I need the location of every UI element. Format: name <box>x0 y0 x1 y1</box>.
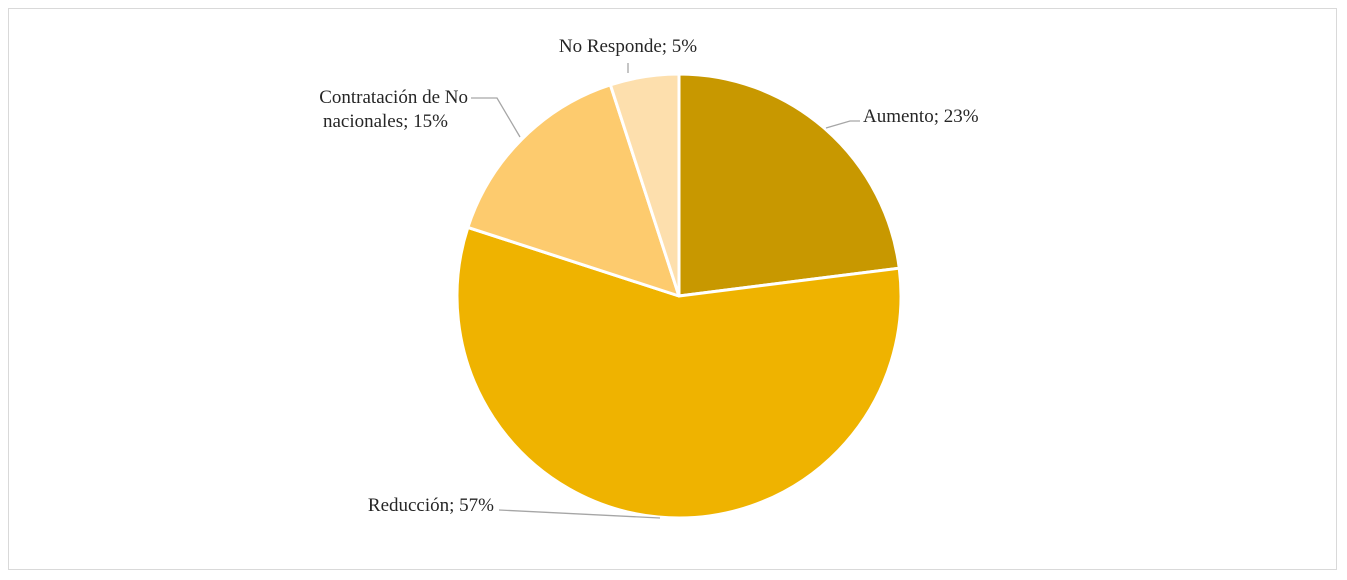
pie-slice-aumento <box>677 72 901 298</box>
data-label-reduccion: Reducción; 57% <box>368 495 494 516</box>
leader-line-reduccion <box>498 509 661 519</box>
pie-slice-reduccion <box>455 225 903 520</box>
data-label-contratacion-line1: Contratación de No <box>319 87 468 108</box>
data-label-no-responde: No Responde; 5% <box>559 36 697 57</box>
data-label-aumento: Aumento; 23% <box>863 106 979 127</box>
pie-slice-no-responde <box>608 72 681 298</box>
pie-slices <box>455 72 903 520</box>
data-label-contratacion-line2: nacionales; 15% <box>323 111 448 132</box>
data-labels: Aumento; 23% Reducción; 57% Contratación… <box>319 36 979 516</box>
leader-lines <box>471 63 860 519</box>
leader-line-contratacion <box>471 97 521 138</box>
leader-line-aumento <box>825 120 860 129</box>
